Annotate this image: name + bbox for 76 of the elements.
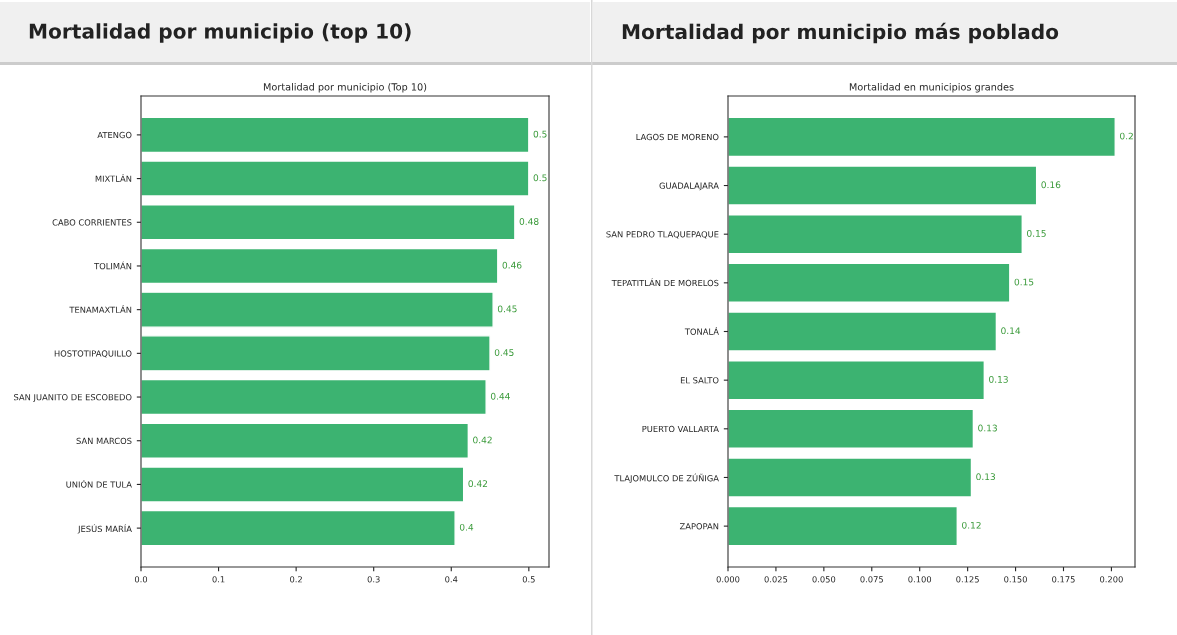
y-tick-label: ZAPOPAN [679,523,719,530]
data-label: 0.42 [468,480,488,488]
y-tick-label: EL SALTO [680,377,719,384]
x-tick-label: 0.075 [860,576,883,583]
bar [141,422,470,459]
data-label: 0.4 [459,523,474,531]
data-label: 0.15 [1027,229,1046,237]
y-tick-label: LAGOS DE MORENO [636,133,719,141]
x-tick-label: 0.200 [1100,576,1123,583]
bar [141,291,494,328]
data-label: 0.42 [473,436,492,444]
y-tick-label: GUADALAJARA [659,182,719,191]
y-tick-label: SAN PEDRO TLAQUEPAQUE [606,231,719,239]
data-label: 0.13 [978,424,997,432]
bar [728,214,1023,255]
x-tick-label: 0.125 [956,576,979,583]
x-tick-label: 0.0 [134,576,148,583]
data-label: 0.5 [533,130,547,138]
chart-subtitle: Mortalidad por municipio (Top 10) [263,83,427,93]
y-tick-label: UNIÓN DE TULA [66,479,132,488]
x-tick-label: 0.150 [1004,576,1027,583]
x-tick-label: 0.2 [290,576,302,583]
bar [728,165,1038,206]
x-tick-label: 0.175 [1052,576,1075,583]
data-label: 0.13 [976,473,996,481]
chart-title: Mortalidad por municipio (top 10) [29,23,411,43]
bar [141,335,491,372]
y-tick-label: TLAJOMULCO DE ZÚÑIGA [614,473,719,483]
y-tick-label: CABO CORRIENTES [52,219,132,226]
x-tick-label: 0.100 [908,576,932,583]
data-label: 0.48 [519,218,539,225]
bar [141,116,530,154]
y-tick-label: TEPATITLÁN DE MORELOS [611,278,719,287]
bar [141,466,465,503]
bar [728,359,986,401]
bar [728,408,975,449]
bar [141,509,456,547]
bar [728,262,1011,304]
y-tick-label: ATENGO [97,131,132,139]
x-tick-label: 0.4 [445,576,458,583]
data-label: 0.5 [533,174,547,182]
y-tick-label: HOSTOTIPAQUILLO [54,350,132,358]
bar [728,311,998,352]
y-tick-label: TENAMAXTLÁN [69,305,132,313]
y-tick-label: JESÚS MARÍA [77,524,132,534]
bar [141,160,530,197]
bar [728,505,958,547]
chart-subtitle: Mortalidad en municipios grandes [849,83,1014,93]
bar [141,247,499,285]
x-tick-label: 0.050 [812,576,836,583]
chart-title: Mortalidad por municipio más poblado [622,22,1059,44]
data-label: 0.15 [1014,278,1034,286]
data-label: 0.45 [497,305,517,313]
y-tick-label: TOLIMÁN [94,261,132,270]
data-label: 0.14 [1001,327,1021,335]
data-label: 0.45 [494,349,514,356]
x-tick-label: 0.025 [764,576,788,583]
data-label: 0.12 [962,521,981,529]
data-label: 0.2 [1120,132,1133,140]
bar [141,204,516,241]
bar [728,116,1116,158]
x-tick-label: 0.1 [212,576,225,583]
x-tick-label: 0.3 [367,576,380,583]
bar [141,378,487,416]
bar [728,457,973,498]
x-tick-label: 0.5 [522,576,535,583]
y-tick-label: PUERTO VALLARTA [642,425,719,433]
y-tick-label: SAN MARCOS [76,437,132,445]
data-label: 0.44 [490,392,510,400]
y-tick-label: TONALÁ [684,326,719,335]
y-tick-label: MIXTLÁN [95,174,132,182]
data-label: 0.46 [502,261,522,269]
y-tick-label: SAN JUANITO DE ESCOBEDO [14,394,132,402]
x-tick-label: 0.000 [716,576,740,583]
data-label: 0.16 [1041,181,1061,189]
data-label: 0.13 [989,375,1008,383]
